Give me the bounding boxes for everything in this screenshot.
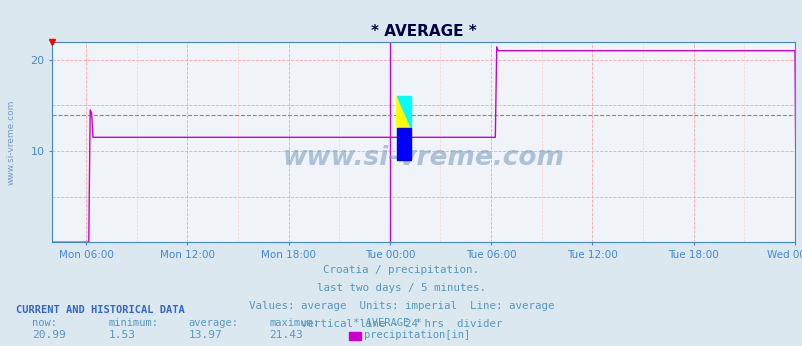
- Text: average:: average:: [188, 318, 238, 328]
- Text: 21.43: 21.43: [269, 330, 302, 340]
- Text: www.si-vreme.com: www.si-vreme.com: [282, 145, 564, 171]
- Text: minimum:: minimum:: [108, 318, 158, 328]
- Text: Croatia / precipitation.: Croatia / precipitation.: [323, 265, 479, 275]
- Text: * AVERAGE *: * AVERAGE *: [353, 318, 422, 328]
- Text: vertical line - 24 hrs  divider: vertical line - 24 hrs divider: [301, 319, 501, 329]
- Text: CURRENT AND HISTORICAL DATA: CURRENT AND HISTORICAL DATA: [16, 305, 184, 315]
- Polygon shape: [396, 96, 411, 128]
- Text: 20.99: 20.99: [32, 330, 66, 340]
- Polygon shape: [396, 96, 411, 128]
- Text: precipitation[in]: precipitation[in]: [363, 330, 469, 340]
- Text: now:: now:: [32, 318, 57, 328]
- Text: Values: average  Units: imperial  Line: average: Values: average Units: imperial Line: av…: [249, 301, 553, 311]
- Text: 1.53: 1.53: [108, 330, 136, 340]
- Text: www.si-vreme.com: www.si-vreme.com: [7, 99, 16, 184]
- Text: maximum:: maximum:: [269, 318, 318, 328]
- Bar: [396, 128, 411, 160]
- Title: * AVERAGE *: * AVERAGE *: [371, 24, 476, 39]
- Text: 13.97: 13.97: [188, 330, 222, 340]
- Text: last two days / 5 minutes.: last two days / 5 minutes.: [317, 283, 485, 293]
